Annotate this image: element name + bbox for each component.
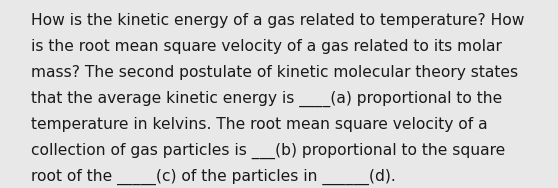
- Text: temperature in kelvins. The root mean square velocity of a: temperature in kelvins. The root mean sq…: [31, 117, 487, 132]
- Text: How is the kinetic energy of a gas related to temperature? How: How is the kinetic energy of a gas relat…: [31, 13, 524, 28]
- Text: root of the _____(c) of the particles in ______(d).: root of the _____(c) of the particles in…: [31, 169, 396, 185]
- Text: collection of gas particles is ___(b) proportional to the square: collection of gas particles is ___(b) pr…: [31, 143, 505, 159]
- Text: is the root mean square velocity of a gas related to its molar: is the root mean square velocity of a ga…: [31, 39, 502, 54]
- Text: mass? The second postulate of kinetic molecular theory states: mass? The second postulate of kinetic mo…: [31, 65, 518, 80]
- Text: that the average kinetic energy is ____(a) proportional to the: that the average kinetic energy is ____(…: [31, 91, 502, 107]
